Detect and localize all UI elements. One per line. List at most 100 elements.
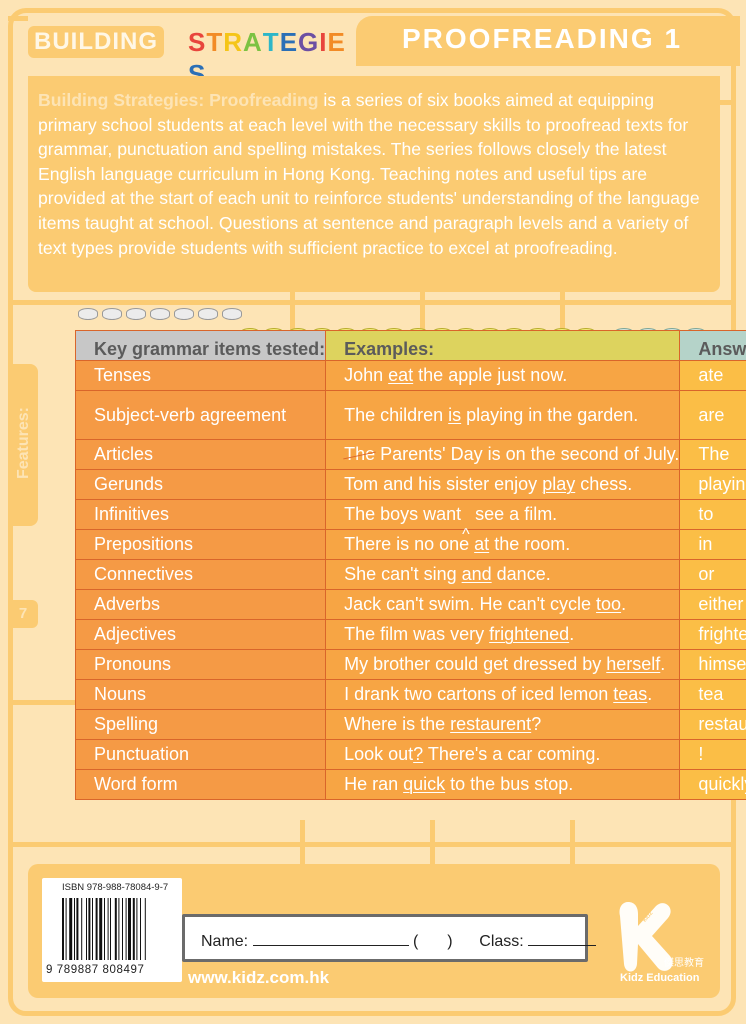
barcode-bar [136, 898, 138, 960]
intro-text: is a series of six books aimed at equipp… [38, 90, 700, 258]
example-sentence: She can't sing and dance. [325, 559, 681, 590]
answer: to [679, 499, 746, 530]
grammar-item: Gerunds [74, 469, 327, 500]
example-text: My brother could get dressed by [344, 654, 607, 674]
brand-strategies: STRATEGIES [188, 26, 352, 89]
barcode-bar [107, 898, 109, 960]
example-sentence: Jack can't swim. He can't cycle too. [325, 589, 681, 620]
lego-stud [102, 308, 122, 320]
example-text: Jack can't swim. He can't cycle [344, 594, 597, 614]
grammar-item: Adjectives [74, 619, 327, 650]
example-sentence: There is no one at the room. [325, 529, 681, 560]
example-sentence: The boys want see a film. [325, 499, 681, 544]
example-error-mark: frightened [489, 624, 570, 644]
barcode-bar [144, 898, 146, 960]
example-text: He ran [344, 774, 404, 794]
example-sentence: The children is playing in the garden. [325, 390, 681, 440]
example-text: She can't sing [344, 564, 462, 584]
table-row: Tenses John eat the apple just now. ate [74, 360, 746, 391]
table-row: Prepositions There is no one at the room.… [74, 529, 746, 560]
table-row: Word form He ran quick to the bus stop. qu… [74, 769, 746, 800]
table-row: Adverbs Jack can't swim. He can't cycle t… [74, 589, 746, 620]
lego-bricks-grey [78, 308, 242, 320]
sprue-top-left [8, 16, 28, 21]
lego-stud [78, 308, 98, 320]
barcode-bar [74, 898, 75, 960]
answer: ate [679, 360, 746, 391]
example-sentence: My brother could get dressed by herself. [325, 649, 681, 680]
table-row: Gerunds Tom and his sister enjoy play che… [74, 469, 746, 500]
example-text: The children [344, 404, 449, 425]
table-row: Pronouns My brother could get dressed by … [74, 649, 746, 680]
table-header-row: Key grammar items tested: Examples: Answ… [74, 330, 746, 361]
table-row: Adjectives The film was very frightened. f… [74, 619, 746, 650]
example-text: John [344, 365, 389, 385]
example-text: dance. [491, 564, 551, 584]
answer: ! [679, 739, 746, 770]
barcode-bar [110, 898, 111, 960]
example-error-mark: too [596, 594, 622, 614]
grammar-item: Connectives [74, 559, 327, 590]
example-error-mark: ? [413, 744, 424, 764]
name-field[interactable] [252, 931, 409, 946]
sprue-left-mid [8, 700, 75, 705]
intro-paragraph: Building Strategies: Proofreading is a s… [28, 76, 720, 292]
isbn-text: ISBN 978-988-78084-9-7 [62, 882, 169, 893]
example-sentence: He ran quick to the bus stop. [325, 769, 681, 800]
table-row: Nouns I drank two cartons of iced lemon t… [74, 679, 746, 710]
answer: himself [679, 649, 746, 680]
header-key-items: Key grammar items tested: [74, 330, 327, 361]
grammar-table: Key grammar items tested: Examples: Answ… [74, 330, 746, 800]
class-field[interactable] [528, 931, 597, 946]
barcode-icon [62, 898, 146, 960]
answer: The [679, 439, 746, 470]
table-row: Articles The Parents' Day is on the secon… [74, 439, 746, 470]
name-class-box: Name: ( ) Class: [182, 914, 597, 962]
answer: tea [679, 679, 746, 710]
sprue-right-top [720, 100, 736, 105]
answer: are [679, 390, 746, 440]
name-class-row: Name: ( ) Class: [201, 931, 597, 951]
brand-letter: G [298, 27, 320, 57]
brand-letter: A [243, 27, 263, 57]
brand-letter: S [188, 27, 207, 57]
barcode-bar [69, 898, 73, 960]
barcode-bar [104, 898, 105, 960]
grammar-item: Tenses [74, 360, 327, 391]
grammar-item: Pronouns [74, 649, 327, 680]
kidz-logo-icon: kidz [619, 902, 673, 972]
lego-stud [174, 308, 194, 320]
table-row: Punctuation Look out? There's a car comin… [74, 739, 746, 770]
answer: or [679, 559, 746, 590]
barcode-bar [65, 898, 67, 960]
brand-building: BUILDING [28, 26, 164, 58]
brand-letter: I [319, 27, 328, 57]
brand-letter: E [279, 27, 299, 57]
brand-letter: R [223, 27, 244, 57]
barcode-bar [95, 898, 98, 960]
example-error-mark: teas [613, 684, 648, 704]
answer: playing [679, 469, 746, 500]
barcode-bar [140, 898, 141, 960]
barcode-bar [128, 898, 131, 960]
example-text: the apple just now. [413, 365, 568, 385]
example-text: Tom and his sister enjoy [344, 474, 543, 494]
example-error-mark: play [542, 474, 576, 494]
example-text: . [647, 684, 653, 704]
class-number-field[interactable] [423, 932, 443, 946]
example-text: . [621, 594, 627, 614]
grammar-item: Nouns [74, 679, 327, 710]
table-row: Infinitives The boys want see a film. to [74, 499, 746, 544]
sprue-mid [8, 300, 736, 305]
brand-letter: E [327, 27, 346, 57]
sprue-v6 [570, 820, 575, 864]
example-sentence: John eat the apple just now. [325, 360, 681, 391]
barcode-bar [92, 898, 93, 960]
example-error-mark: herself [606, 654, 661, 674]
publisher-name: Kidz Education [620, 972, 700, 984]
barcode-bar [114, 898, 117, 960]
sprue-v3 [560, 292, 565, 332]
brand-letter: T [262, 27, 280, 57]
website-link[interactable]: www.kidz.com.hk [188, 968, 330, 987]
example-sentence: Tom and his sister enjoy play chess. [325, 469, 681, 500]
